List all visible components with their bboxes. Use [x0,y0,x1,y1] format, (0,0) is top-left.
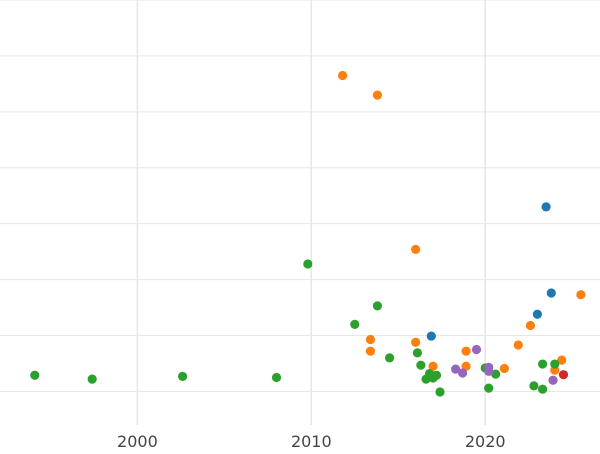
scatter-point [416,360,426,370]
scatter-point [538,384,548,394]
scatter-point [458,368,468,378]
data-points [30,70,586,397]
scatter-point [303,259,313,269]
scatter-point [338,70,348,81]
scatter-point [541,202,551,212]
scatter-point [365,346,376,356]
scatter-point [411,337,421,347]
scatter-point [550,359,560,369]
scatter-point [557,355,567,365]
scatter-point [372,301,382,311]
scatter-point [426,331,436,341]
scatter-point [271,372,282,383]
scatter-point [435,387,445,397]
scatter-point [428,373,438,383]
scatter-point [513,340,523,350]
x-axis-tick-labels: 2000 2010 2020 [117,432,506,451]
scatter-point [384,353,395,363]
scatter-point [546,288,556,298]
scatter-point [532,309,542,319]
scatter-point [412,348,422,358]
scatter-point [421,374,431,384]
scatter-point [428,361,438,371]
scatter-point [499,363,509,374]
x-tick-label: 2000 [117,432,158,450]
scatter-point [365,334,376,345]
x-tick-label: 2010 [291,432,332,450]
scatter-point [529,381,539,391]
scatter-point [484,366,494,376]
scatter-point [525,320,536,331]
scatter-point [576,290,586,300]
grid-lines [0,0,600,425]
scatter-point [372,90,382,100]
scatter-point [30,370,40,380]
scatter-point [451,364,461,374]
x-tick-label: 2020 [465,432,506,450]
scatter-point [548,375,558,385]
scatter-point [491,369,501,379]
scatter-point [538,359,548,369]
scatter-point [558,370,569,380]
scatter-point [411,244,421,255]
scatter-point [87,374,97,384]
scatter-point [484,383,494,393]
scatter-point [178,371,188,381]
scatter-point [461,346,471,356]
scatter-point [350,319,360,329]
scatter-point [471,344,482,355]
